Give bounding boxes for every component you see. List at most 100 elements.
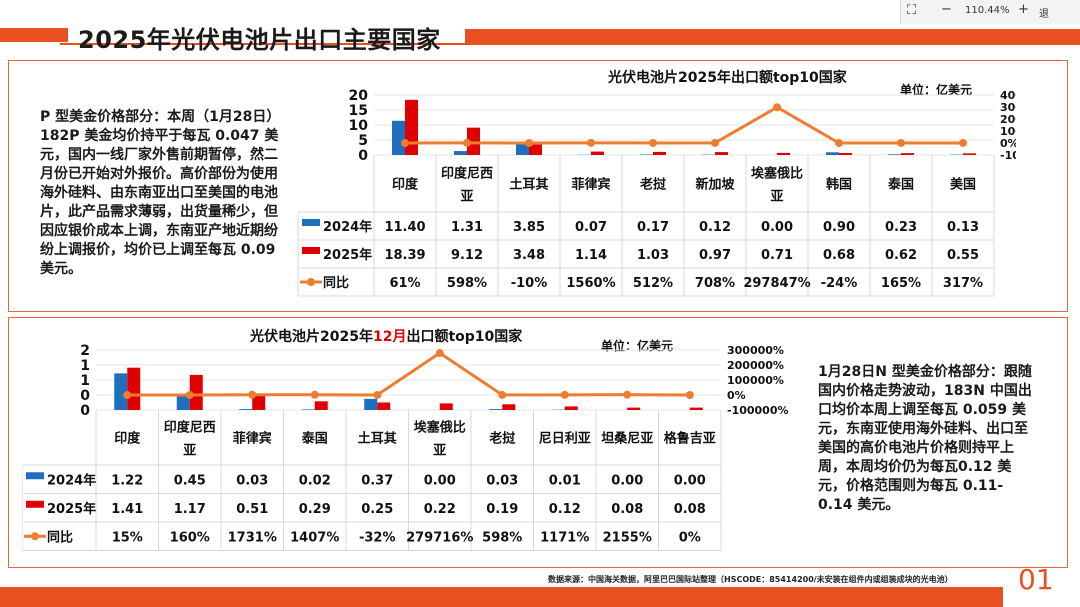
y-tick-label: 20 [349, 88, 369, 104]
y-tick-label: 15 [349, 103, 368, 119]
header-accent-right [465, 29, 1080, 43]
category-label: 老挝 [488, 431, 516, 447]
category-label: 菲律宾 [233, 431, 272, 447]
table-value: 0.22 [424, 502, 456, 517]
bar-2025 [439, 403, 453, 410]
annual-export-chart: 20151050400000%300000%200000%100000%0%-1… [297, 88, 1016, 297]
exit-button[interactable]: 退 [1039, 9, 1049, 20]
legend-label: 2025年 [47, 501, 96, 517]
category-label: 美国 [950, 177, 976, 193]
category-label: 埃塞俄比 [751, 166, 803, 182]
category-label: 印度 [392, 177, 419, 193]
y-tick-label: 0 [80, 403, 90, 419]
bar-2024 [364, 398, 378, 410]
y-tick-label: 10 [349, 118, 369, 134]
table-value: 160% [170, 530, 210, 545]
table-value: 1.22 [111, 473, 143, 488]
table-value: 0.25 [361, 502, 393, 517]
y2-tick-label: 200000% [1000, 113, 1016, 126]
legend-swatch [302, 247, 320, 254]
y2-tick-label: 0% [1000, 137, 1016, 150]
table-value: 165% [881, 276, 921, 291]
bar-2024 [301, 409, 315, 410]
table-value: 1.14 [575, 248, 607, 263]
table-value: 598% [447, 276, 487, 291]
table-value: 15% [112, 530, 143, 545]
category-label: 尼日利亚 [539, 431, 591, 447]
table-value: 598% [482, 530, 522, 545]
legend-swatch [302, 219, 320, 226]
table-value: 0.02 [299, 473, 331, 488]
category-label: 亚 [460, 190, 473, 205]
zoom-in-button[interactable]: + [1018, 2, 1029, 17]
category-label: 老挝 [639, 177, 667, 193]
table-value: 11.40 [384, 220, 425, 235]
yoy-point [773, 103, 781, 112]
bar-2024 [454, 151, 467, 155]
table-value: -10% [511, 276, 548, 291]
yoy-point [463, 138, 471, 147]
bar-2025 [377, 402, 391, 410]
table-value: 1731% [228, 530, 277, 545]
table-value: 0.51 [236, 502, 268, 517]
yoy-point [185, 390, 194, 399]
bar-2025 [963, 153, 976, 155]
table-value: 1.41 [111, 502, 143, 517]
legend-swatch [31, 532, 39, 541]
source-note: 数据来源：中国海关数据，阿里巴巴国际站整理（HSCODE：85414200/未安… [548, 575, 953, 584]
yoy-point [123, 390, 132, 399]
table-value: 0.00 [761, 220, 793, 235]
fit-page-icon[interactable]: ⛶ [907, 3, 917, 18]
category-label: 印度 [114, 431, 141, 447]
table-value: 0% [679, 530, 701, 545]
bar-2024 [176, 396, 190, 410]
bar-2024 [114, 373, 128, 410]
table-value: 1407% [290, 530, 339, 545]
zoom-out-button[interactable]: − [941, 2, 952, 17]
yoy-point [711, 138, 719, 147]
december-title-month: 12月 [372, 329, 407, 345]
table-value: 297847% [743, 276, 810, 291]
bar-2025 [839, 152, 852, 155]
table-value: 1.03 [637, 248, 669, 263]
table-value: 1560% [566, 276, 615, 291]
table-value: -32% [359, 530, 396, 545]
table-value: 0.45 [174, 473, 206, 488]
y2-tick-label: 400000% [1000, 89, 1016, 102]
december-panel [8, 317, 1068, 568]
table-value: 0.00 [674, 473, 706, 488]
y2-tick-label: -100000% [1000, 149, 1016, 162]
category-label: 印度尼西 [441, 166, 493, 182]
category-label: 泰国 [887, 177, 914, 193]
legend-label: 2024年 [47, 472, 96, 488]
bar-2025 [405, 99, 418, 155]
table-value: 0.68 [823, 248, 855, 263]
december-title-part-1: 光伏电池片2025年 [250, 329, 373, 345]
page-number: 01 [1018, 563, 1054, 596]
table-value: 3.48 [513, 248, 545, 263]
y-tick-label: 1 [80, 358, 90, 374]
bar-2025 [502, 404, 516, 410]
table-value: 9.12 [451, 248, 483, 263]
bar-2024 [239, 409, 253, 410]
category-label: 印度尼西 [164, 420, 216, 436]
table-value: 3.85 [513, 220, 545, 235]
y-tick-label: 0 [358, 148, 368, 164]
table-value: 0.17 [637, 220, 669, 235]
table-value: 0.90 [823, 220, 855, 235]
y-tick-label: 1 [80, 373, 90, 389]
bar-2025 [467, 127, 480, 155]
yoy-point [560, 390, 569, 399]
bar-2025 [189, 374, 203, 410]
bar-2025 [314, 401, 328, 410]
table-value: 0.19 [486, 502, 518, 517]
table-value: 0.00 [611, 473, 643, 488]
bar-2025 [564, 406, 578, 410]
page-title: 2025年光伏电池片出口主要国家 [78, 26, 441, 54]
bar-2024 [640, 154, 653, 155]
table-value: 279716% [406, 530, 473, 545]
table-value: 1.17 [174, 502, 206, 517]
p-type-price-text: P 型美金价格部分：本周（1月28日） 182P 美金均价持平于每瓦 0.047… [40, 109, 281, 277]
table-value: 2155% [603, 530, 652, 545]
table-value: -24% [821, 276, 858, 291]
